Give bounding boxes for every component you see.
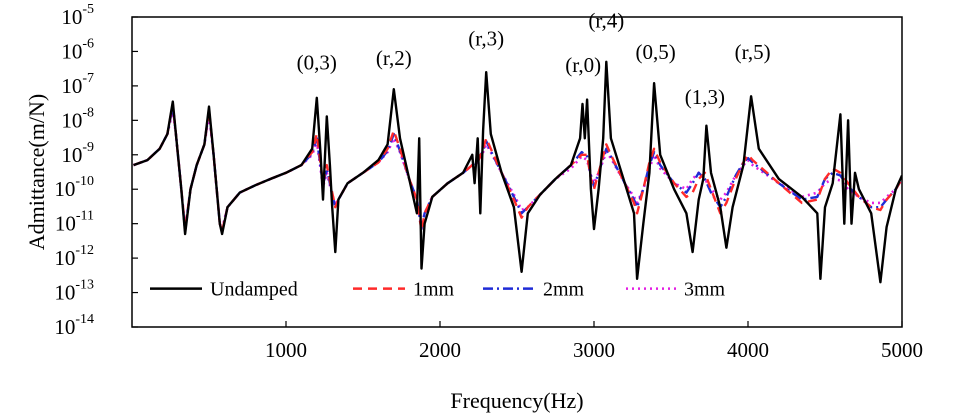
y-axis-title: Admittance(m/N) bbox=[24, 94, 49, 250]
y-tick-exponent: -10 bbox=[75, 174, 94, 189]
peak-label: (0,3) bbox=[297, 50, 337, 74]
y-tick-label: 10-7 bbox=[61, 71, 94, 98]
peak-label: (r,3) bbox=[468, 26, 504, 50]
peak-label: (r,4) bbox=[588, 8, 624, 32]
y-tick-exponent: -12 bbox=[75, 243, 94, 258]
peak-annotations: (0,3) (r,2) (r,3) (r,0) (r,4) (0,5) (1,3) (r,5) bbox=[297, 8, 771, 109]
x-tick-label: 4000 bbox=[727, 338, 769, 362]
y-tick-label: 10-10 bbox=[54, 174, 94, 201]
y-tick-label: 10-14 bbox=[54, 312, 94, 339]
y-tick-exponent: -13 bbox=[75, 278, 94, 293]
peak-label: (1,3) bbox=[685, 85, 725, 109]
peak-label: (r,0) bbox=[565, 53, 601, 77]
legend-label: 1mm bbox=[413, 279, 455, 301]
y-tick-exponent: -5 bbox=[82, 2, 94, 17]
peak-label: (r,5) bbox=[735, 40, 771, 64]
y-tick-exponent: -9 bbox=[82, 140, 94, 155]
series-lines bbox=[133, 60, 902, 284]
y-tick-label: 10-12 bbox=[54, 243, 94, 270]
y-tick-label: 10-8 bbox=[61, 105, 94, 132]
peak-label: (r,2) bbox=[376, 46, 412, 70]
y-tick-label: 10-6 bbox=[61, 36, 94, 63]
y-tick-label: 10-11 bbox=[55, 209, 94, 236]
y-tick-label: 10-5 bbox=[61, 2, 94, 29]
legend-label: 3mm bbox=[684, 279, 726, 301]
y-tick-exponent: -11 bbox=[76, 209, 94, 224]
x-axis-title: Frequency(Hz) bbox=[450, 388, 583, 413]
y-tick-exponent: -6 bbox=[82, 36, 94, 51]
x-tick-label: 1000 bbox=[265, 338, 307, 362]
series-line-3mm bbox=[133, 108, 902, 231]
x-tick-label: 3000 bbox=[573, 338, 615, 362]
y-tick-exponent: -14 bbox=[75, 312, 94, 327]
y-tick-label: 10-9 bbox=[61, 140, 94, 167]
y-tick-exponent: -8 bbox=[82, 105, 94, 120]
x-tick-label: 5000 bbox=[881, 338, 923, 362]
axis-ticks: 1000 2000 3000 4000 5000 10-5 10-6 10-7 10-8 10-9… bbox=[54, 2, 923, 362]
series-line-undamped bbox=[133, 60, 902, 284]
legend-label: 2mm bbox=[543, 279, 585, 301]
peak-label: (0,5) bbox=[635, 40, 675, 64]
x-tick-label: 2000 bbox=[419, 338, 461, 362]
y-tick-exponent: -7 bbox=[82, 71, 94, 86]
plot-area bbox=[131, 16, 903, 328]
series-line-1mm bbox=[133, 102, 902, 233]
legend-label: Undamped bbox=[210, 279, 298, 301]
series-line-2mm bbox=[133, 105, 902, 233]
y-tick-label: 10-13 bbox=[54, 278, 94, 305]
legend: Undamped 1mm 2mm 3mm bbox=[150, 279, 726, 301]
